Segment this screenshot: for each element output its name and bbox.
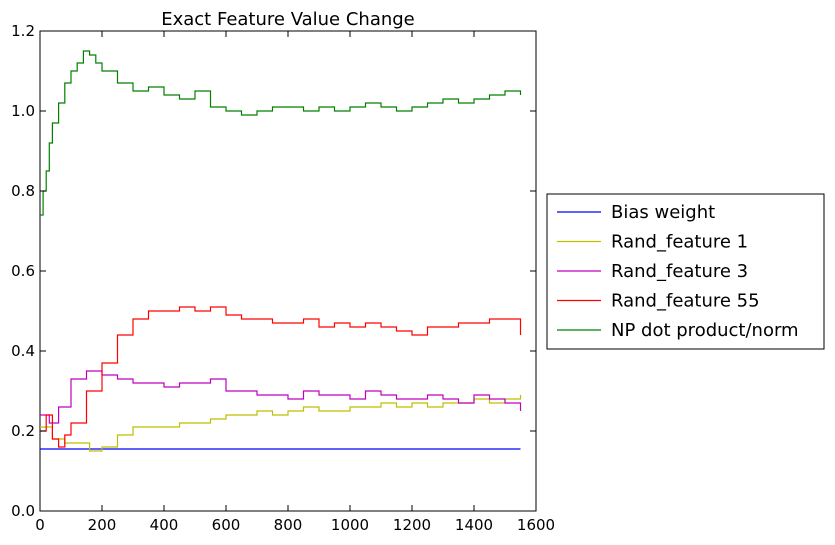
y-tick-label: 0.8: [11, 182, 35, 200]
legend-label: NP dot product/norm: [611, 320, 799, 341]
legend-label: Rand_feature 1: [611, 232, 748, 253]
y-tick-label: 0.4: [11, 342, 35, 360]
legend-label: Rand_feature 55: [611, 291, 760, 312]
series-line-2: [40, 395, 522, 452]
x-tick-label: 1000: [331, 516, 369, 534]
y-tick-label: 1.0: [11, 102, 35, 120]
y-tick-label: 0.0: [11, 502, 35, 520]
x-tick-label: 400: [150, 516, 179, 534]
x-tick-label: 0: [35, 516, 45, 534]
chart-title: Exact Feature Value Change: [161, 9, 415, 30]
legend-label: Bias weight: [611, 202, 715, 223]
axis-layer: 0 200 400 600 800 1000 1200 1400 1600 0.0 0.2 0.4 0.…: [11, 22, 555, 534]
legend: Bias weight Rand_feature 1 Rand_feature 3 R…: [546, 193, 825, 350]
series-line-5: [40, 50, 522, 216]
legend-label: Rand_feature 3: [611, 261, 748, 282]
x-tick-label: 1400: [455, 516, 493, 534]
x-tick-label: 800: [274, 516, 303, 534]
series-layer: [40, 50, 522, 452]
series-line-4: [40, 306, 522, 448]
y-tick-label: 0.6: [11, 262, 35, 280]
x-tick-label: 1200: [393, 516, 431, 534]
y-tick-label: 1.2: [11, 22, 35, 40]
x-tick-label: 200: [88, 516, 117, 534]
plot-frame: [39, 30, 537, 512]
x-tick-label: 600: [212, 516, 241, 534]
x-tick-label: 1600: [517, 516, 555, 534]
y-tick-label: 0.2: [11, 422, 35, 440]
